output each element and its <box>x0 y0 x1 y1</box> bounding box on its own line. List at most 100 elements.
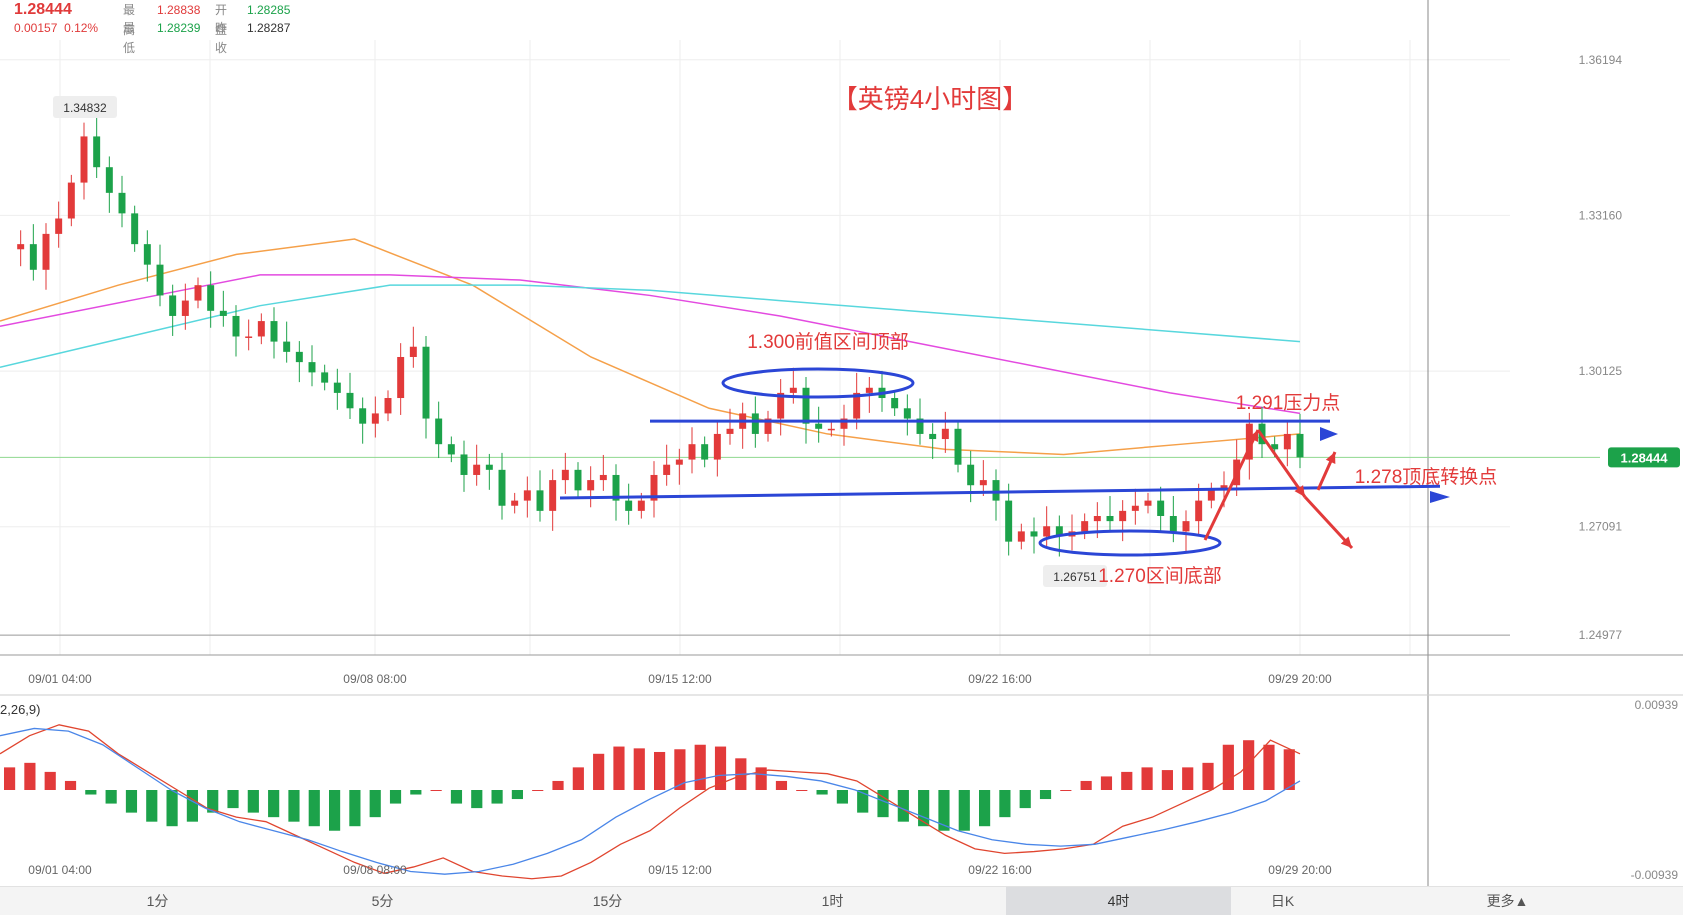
macd-histogram-bar <box>1100 776 1113 790</box>
macd-x-tick: 09/29 20:00 <box>1268 863 1332 877</box>
candle-body <box>688 444 696 460</box>
candle-body <box>637 500 645 511</box>
timeframe-bar: 1分 5分 15分 1时 4时 日K 更多▲ <box>0 886 1683 915</box>
macd-histogram-bar <box>572 767 584 790</box>
macd-histogram-bar <box>1263 744 1275 790</box>
macd-histogram-bar <box>85 790 97 795</box>
candle-body <box>536 490 544 511</box>
max-price-label: 1.34832 <box>63 101 107 115</box>
candle-body <box>295 351 303 363</box>
macd-histogram-bar <box>1039 790 1052 800</box>
candle-body <box>891 398 899 409</box>
chart-canvas[interactable]: 1.34832 1.26751 【英镑4小时图】 1.300前值区间顶部 1.291压力… <box>0 0 1683 886</box>
macd-x-tick: 09/15 12:00 <box>648 863 712 877</box>
macd-histogram-bar <box>64 780 77 790</box>
candle-body <box>67 182 75 219</box>
macd-histogram-bar <box>979 790 991 827</box>
macd-histogram-bar <box>552 780 564 790</box>
macd-histogram-bar <box>329 790 341 831</box>
macd-histogram-bar <box>166 790 178 827</box>
moving-average-line <box>0 284 1301 368</box>
candle-body <box>1195 500 1203 522</box>
macd-histogram-bar <box>410 790 422 795</box>
arrowhead <box>1320 427 1338 441</box>
current-price-tag <box>1608 447 1680 468</box>
timeframe-tab[interactable]: 1分 <box>146 893 169 909</box>
candle-body <box>650 474 658 501</box>
timeframe-tab[interactable]: 1时 <box>821 893 844 909</box>
macd-histogram-bar <box>1182 767 1194 790</box>
candle-body <box>1245 423 1253 460</box>
top-range-ellipse <box>721 367 915 399</box>
macd-y-tick: 0.00939 <box>1635 698 1679 712</box>
candle-body <box>1296 433 1304 458</box>
macd-histogram-bar <box>288 790 300 822</box>
timeframe-tab[interactable]: 5分 <box>371 893 394 909</box>
candle-body <box>397 356 405 399</box>
high-value: 1.28838 <box>157 3 201 17</box>
timeframe-tab[interactable]: 更多▲ <box>1486 893 1529 909</box>
scenario-arrow-down <box>1303 495 1354 550</box>
annotation-label: 1.300前值区间顶部 <box>747 331 909 353</box>
macd-histogram-bar <box>1243 740 1255 790</box>
price-change: 0.00157 0.12% <box>14 21 99 35</box>
timeframe-tab[interactable]: 15分 <box>592 893 623 909</box>
candle-body <box>713 433 721 460</box>
min-price-label: 1.26751 <box>1053 570 1097 584</box>
macd-dea-line <box>0 727 1301 875</box>
trend-arrow-down-head <box>1294 485 1305 497</box>
x-tick-label: 09/01 04:00 <box>28 672 92 686</box>
candle-body <box>1106 515 1114 522</box>
macd-histogram-bar <box>857 790 869 813</box>
macd-histogram-bar <box>918 790 930 827</box>
macd-histogram-bar <box>775 780 788 790</box>
candle-body <box>270 321 278 342</box>
macd-histogram-bar <box>105 790 117 804</box>
candle-body <box>663 464 671 475</box>
candle-body <box>1182 521 1190 532</box>
candle-body <box>726 428 734 434</box>
y-tick-label: 1.36194 <box>1579 53 1623 67</box>
macd-x-tick: 09/01 04:00 <box>28 863 92 877</box>
candle-body <box>1131 505 1139 511</box>
candle-body <box>1283 433 1291 450</box>
candle-body <box>384 398 392 414</box>
macd-y-tick: -0.00939 <box>1631 868 1679 882</box>
candle-body <box>587 480 595 491</box>
candle-body <box>485 464 493 470</box>
macd-histogram-bar <box>1141 767 1153 790</box>
candle-body <box>118 192 126 214</box>
candle-body <box>460 454 468 475</box>
candle-body <box>777 392 785 419</box>
candle-body <box>1081 521 1089 532</box>
candle-body <box>435 418 443 445</box>
macd-histogram-bar <box>491 790 503 804</box>
macd-histogram-bar <box>207 790 219 813</box>
macd-x-tick: 09/08 08:00 <box>343 863 407 877</box>
macd-histogram-bar <box>654 751 666 790</box>
macd-histogram-bar <box>633 748 645 790</box>
candle-body <box>1005 500 1013 542</box>
macd-histogram-bar <box>999 790 1011 818</box>
macd-histogram-bar <box>44 771 56 790</box>
macd-histogram-bar <box>1121 771 1133 790</box>
macd-histogram-bar <box>755 767 767 790</box>
candle-body <box>422 346 430 419</box>
timeframe-tab[interactable]: 4时 <box>1006 887 1231 915</box>
scenario-arrow-up-head <box>1325 452 1336 464</box>
candle-body <box>992 480 1000 501</box>
candle-body <box>1271 444 1279 450</box>
candle-body <box>207 285 215 311</box>
open-label: 开盘 <box>215 3 228 37</box>
timeframe-tab[interactable]: 日K <box>1270 893 1295 909</box>
candle-body <box>1207 490 1215 501</box>
macd-params: 2,26,9) <box>0 702 40 717</box>
macd-histogram-bar <box>958 790 970 831</box>
candle-body <box>751 413 759 434</box>
candle-body <box>1169 515 1177 532</box>
candle-body <box>42 233 50 270</box>
candle-body <box>815 423 823 429</box>
macd-histogram-bar <box>349 790 361 827</box>
candle-body <box>1043 526 1051 537</box>
candle-body <box>80 136 88 183</box>
